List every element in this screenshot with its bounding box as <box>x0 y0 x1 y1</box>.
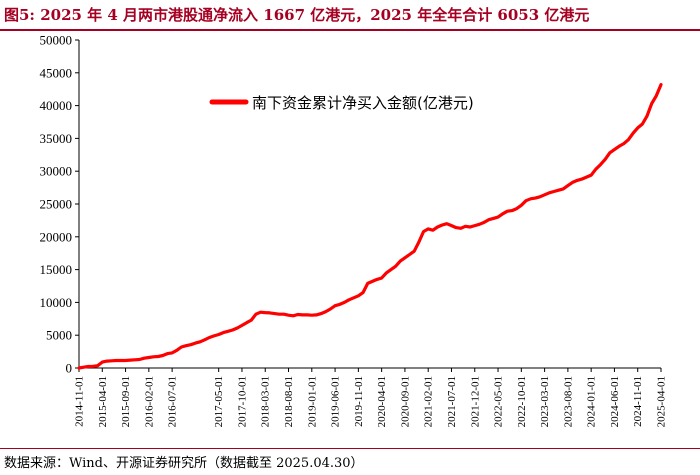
x-tick-label: 2016-02-01 <box>143 376 155 427</box>
y-tick-label: 50000 <box>40 33 73 48</box>
x-tick-label: 2021-02-01 <box>423 376 435 427</box>
line-chart: 0 5000 10000 15000 20000 25000 30000 35000 40000… <box>40 33 668 428</box>
series-line-southbound-cumulative <box>77 83 663 370</box>
y-tick-label: 45000 <box>40 65 73 80</box>
x-tick-label: 2020-09-01 <box>399 376 411 427</box>
x-tick-label: 2023-08-01 <box>562 376 574 427</box>
x-tick-label: 2018-08-01 <box>283 376 295 427</box>
y-tick-label: 10000 <box>40 295 73 310</box>
plot-area <box>77 83 663 370</box>
x-tick-label: 2021-07-01 <box>446 376 458 427</box>
source-note: 数据来源：Wind、开源证券研究所（数据截至 2025.04.30） <box>4 456 364 471</box>
x-tick-label: 2024-06-01 <box>609 376 621 427</box>
x-tick-label: 2023-03-01 <box>539 376 551 427</box>
y-tick-label: 0 <box>66 361 73 376</box>
x-tick-label: 2024-01-01 <box>586 376 598 427</box>
y-tick-label: 25000 <box>40 197 73 212</box>
x-tick-label: 2019-06-01 <box>330 376 342 427</box>
x-tick-label: 2024-11-01 <box>632 376 644 427</box>
x-tick-label: 2025-04-01 <box>656 376 668 427</box>
figure-title: 图5: 2025 年 4 月两市港股通净流入 1667 亿港元，2025 年全年… <box>4 6 590 24</box>
footer-divider <box>0 448 700 449</box>
x-tick-label: 2021-12-01 <box>469 376 481 427</box>
x-tick-label: 2020-04-01 <box>376 376 388 427</box>
y-tick-label: 40000 <box>40 98 73 113</box>
x-tick-label: 2022-05-01 <box>493 376 505 427</box>
y-tick-label: 30000 <box>40 164 73 179</box>
title-divider <box>0 29 700 31</box>
x-tick-label: 2016-07-01 <box>167 376 179 427</box>
x-tick-label: 2019-11-01 <box>353 376 365 427</box>
y-axis: 0 5000 10000 15000 20000 25000 30000 35000 40000… <box>40 33 80 376</box>
x-axis: 2014-11-01 2015-04-01 2015-09-01 2016-02-01… <box>74 367 668 427</box>
x-tick-label: 2018-03-01 <box>260 376 272 427</box>
legend: 南下资金累计净买入金额(亿港元) <box>209 94 474 112</box>
y-tick-label: 15000 <box>40 262 73 277</box>
x-tick-label: 2017-05-01 <box>213 376 225 427</box>
x-tick-label: 2017-10-01 <box>236 376 248 427</box>
x-tick-label: 2019-01-01 <box>306 376 318 427</box>
legend-label: 南下资金累计净买入金额(亿港元) <box>252 94 474 112</box>
x-tick-label: 2022-10-01 <box>516 376 528 427</box>
y-tick-label: 5000 <box>46 328 72 343</box>
y-tick-label: 20000 <box>40 229 73 244</box>
x-tick-label: 2014-11-01 <box>74 376 86 427</box>
x-tick-label: 2015-09-01 <box>120 376 132 427</box>
x-tick-label: 2015-04-01 <box>97 376 109 427</box>
y-tick-label: 35000 <box>40 131 73 146</box>
